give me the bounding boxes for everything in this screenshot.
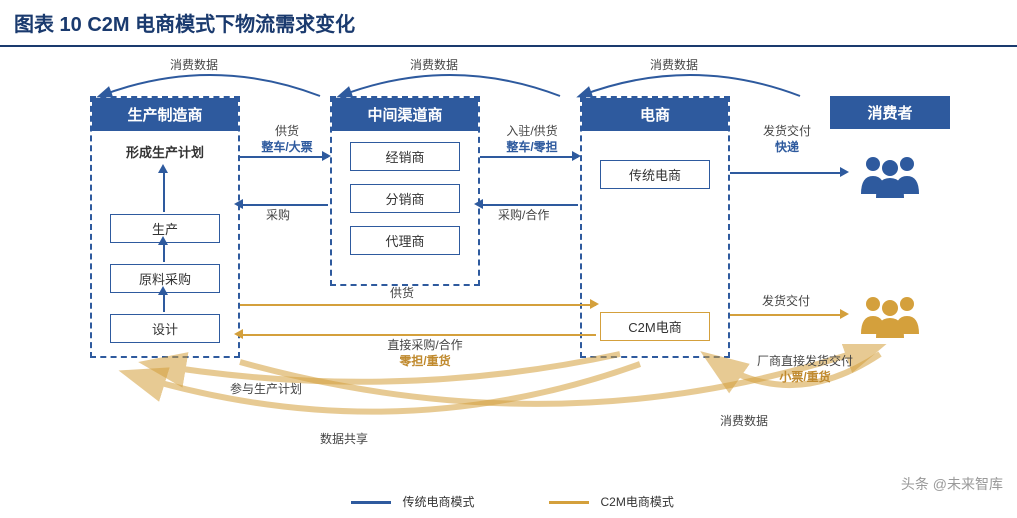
legend-trad: 传统电商模式 [402, 495, 474, 509]
arr-mfr-c2m-supply [240, 304, 596, 306]
trad-ecom-box: 传统电商 [600, 160, 710, 189]
c2m-ecom-box: C2M电商 [600, 312, 710, 341]
arr-mid-ec-fwd-h [572, 151, 581, 161]
arrow-v0-head [158, 164, 168, 173]
arrow-v2-head [158, 286, 168, 295]
lbl-ship-o: 发货交付 [762, 294, 810, 310]
step-design: 设计 [110, 314, 220, 343]
arr-mid-mfr-back [240, 204, 328, 206]
arr-c2m-mfr-procure-h [234, 329, 243, 339]
lbl-direct-procure: 直接采购/合作零担/重货 [370, 338, 480, 369]
arrow-v1-head [158, 236, 168, 245]
chart-title: 图表 10 C2M 电商模式下物流需求变化 [14, 14, 355, 36]
diagram-canvas: 消费数据 消费数据 消费数据 生产制造商 形成生产计划 生产 原料采购 设计 中… [0, 44, 1017, 518]
arr-mfr-mid-fwd [240, 156, 328, 158]
arr-mfr-mid-fwd-h [322, 151, 331, 161]
people-icon-blue [855, 154, 925, 205]
arr-c2m-con-h [840, 309, 849, 319]
lbl-factory-ship: 厂商直接发货交付小票/重货 [740, 354, 870, 385]
legend-blue-seg [351, 501, 391, 504]
lbl-supply-o: 供货 [390, 286, 414, 302]
lbl-plan-participate: 参与生产计划 [230, 382, 302, 398]
lbl-procure-coop: 采购/合作 [498, 208, 549, 224]
arr-c2m-mfr-procure [240, 334, 596, 336]
consumer-header: 消费者 [830, 96, 950, 129]
label-consume-data-1: 消费数据 [170, 58, 218, 74]
arr-ec-mid-back-h [474, 199, 483, 209]
legend: 传统电商模式 C2M电商模式 [0, 493, 1017, 510]
people-icon-orange [855, 294, 925, 345]
arrow-v2 [163, 292, 165, 312]
label-consume-data-3: 消费数据 [650, 58, 698, 74]
plan-label: 形成生产计划 [100, 138, 230, 165]
mid-dealer: 经销商 [350, 142, 460, 171]
mid-distributor: 分销商 [350, 184, 460, 213]
arr-ec-mid-back [480, 204, 578, 206]
legend-orange-seg [549, 501, 589, 504]
middleman-header: 中间渠道商 [332, 98, 478, 131]
arr-c2m-con [730, 314, 845, 316]
legend-c2m: C2M电商模式 [601, 495, 674, 509]
label-consume-data-2: 消费数据 [410, 58, 458, 74]
lbl-consume-data-bottom: 消费数据 [720, 414, 768, 430]
ecommerce-header: 电商 [582, 98, 728, 131]
lbl-supply-ftl: 供货整车/大票 [252, 124, 322, 155]
mid-agent: 代理商 [350, 226, 460, 255]
lbl-enter-supply: 入驻/供货整车/零担 [492, 124, 572, 155]
arrow-v0 [163, 170, 165, 212]
watermark: 头条 @未来智库 [901, 474, 1003, 494]
arr-mid-ec-fwd [480, 156, 578, 158]
manufacturer-header: 生产制造商 [92, 98, 238, 131]
chart-title-bar: 图表 10 C2M 电商模式下物流需求变化 [0, 0, 1017, 47]
lbl-data-share: 数据共享 [320, 432, 368, 448]
arr-mfr-c2m-supply-h [590, 299, 599, 309]
arr-ec-con-h [840, 167, 849, 177]
lbl-procure: 采购 [266, 208, 290, 224]
arr-mid-mfr-back-h [234, 199, 243, 209]
lbl-ship-express: 发货交付快递 [752, 124, 822, 155]
arr-ec-con [730, 172, 845, 174]
arrow-v1 [163, 242, 165, 262]
